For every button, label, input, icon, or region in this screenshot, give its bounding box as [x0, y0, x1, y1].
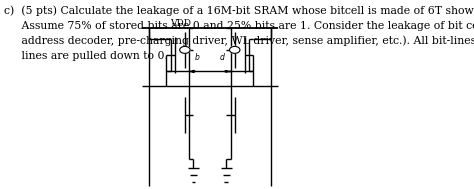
- Circle shape: [225, 70, 227, 72]
- Circle shape: [192, 70, 195, 72]
- Text: b: b: [195, 53, 200, 62]
- Text: d: d: [220, 53, 225, 62]
- Text: VDD: VDD: [170, 19, 191, 28]
- Text: c)  (5 pts) Calculate the leakage of a 16M-bit SRAM whose bitcell is made of 6T : c) (5 pts) Calculate the leakage of a 16…: [4, 5, 474, 61]
- Circle shape: [229, 46, 240, 53]
- Circle shape: [180, 46, 190, 53]
- Circle shape: [192, 70, 195, 72]
